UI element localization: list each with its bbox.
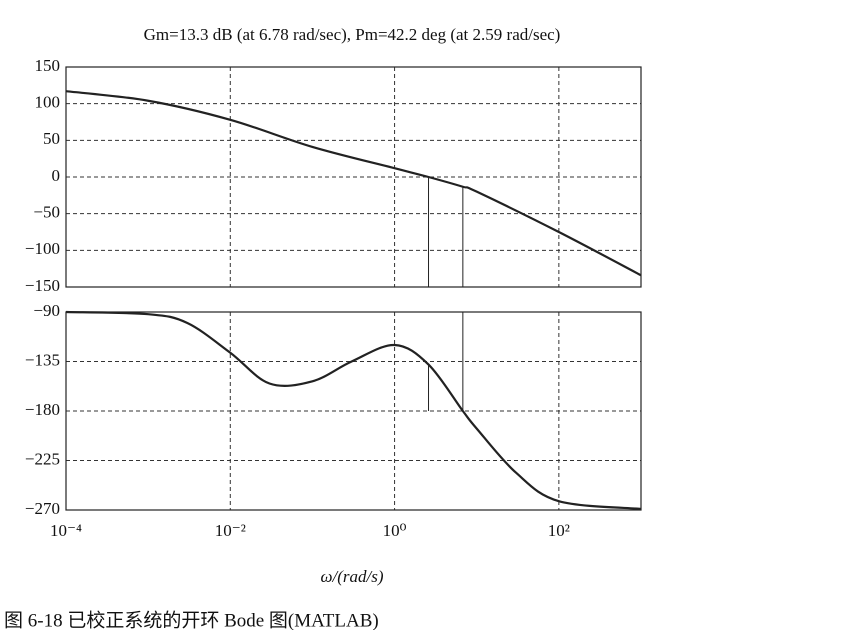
plot-frame <box>65 311 642 511</box>
y-tick-label: −50 <box>33 203 60 222</box>
y-tick-label: −270 <box>25 499 60 518</box>
y-tick-label: −100 <box>25 239 60 258</box>
x-tick-label: 10⁰ <box>383 521 407 540</box>
y-tick-label: −90 <box>33 301 60 320</box>
x-tick-label: 10² <box>548 521 570 540</box>
y-tick-label: −180 <box>25 400 60 419</box>
y-tick-label: −135 <box>25 350 60 369</box>
plot-frame <box>65 66 642 288</box>
x-tick-label: 10⁻² <box>215 521 246 540</box>
y-tick-label: 50 <box>43 129 60 148</box>
x-tick-label: 10⁻⁴ <box>50 521 82 540</box>
y-tick-label: 100 <box>35 93 61 112</box>
chart-title: Gm=13.3 dB (at 6.78 rad/sec), Pm=42.2 de… <box>144 25 561 44</box>
y-tick-label: 150 <box>35 56 61 75</box>
curve <box>65 90 642 277</box>
y-tick-label: −225 <box>25 449 60 468</box>
y-tick-label: −150 <box>25 276 60 295</box>
x-axis-label: ω/(rad/s) <box>320 567 383 586</box>
caption: 图 6-18 已校正系统的开环 Bode 图(MATLAB) <box>4 609 379 630</box>
curve <box>65 310 642 510</box>
y-tick-label: 0 <box>52 166 61 185</box>
